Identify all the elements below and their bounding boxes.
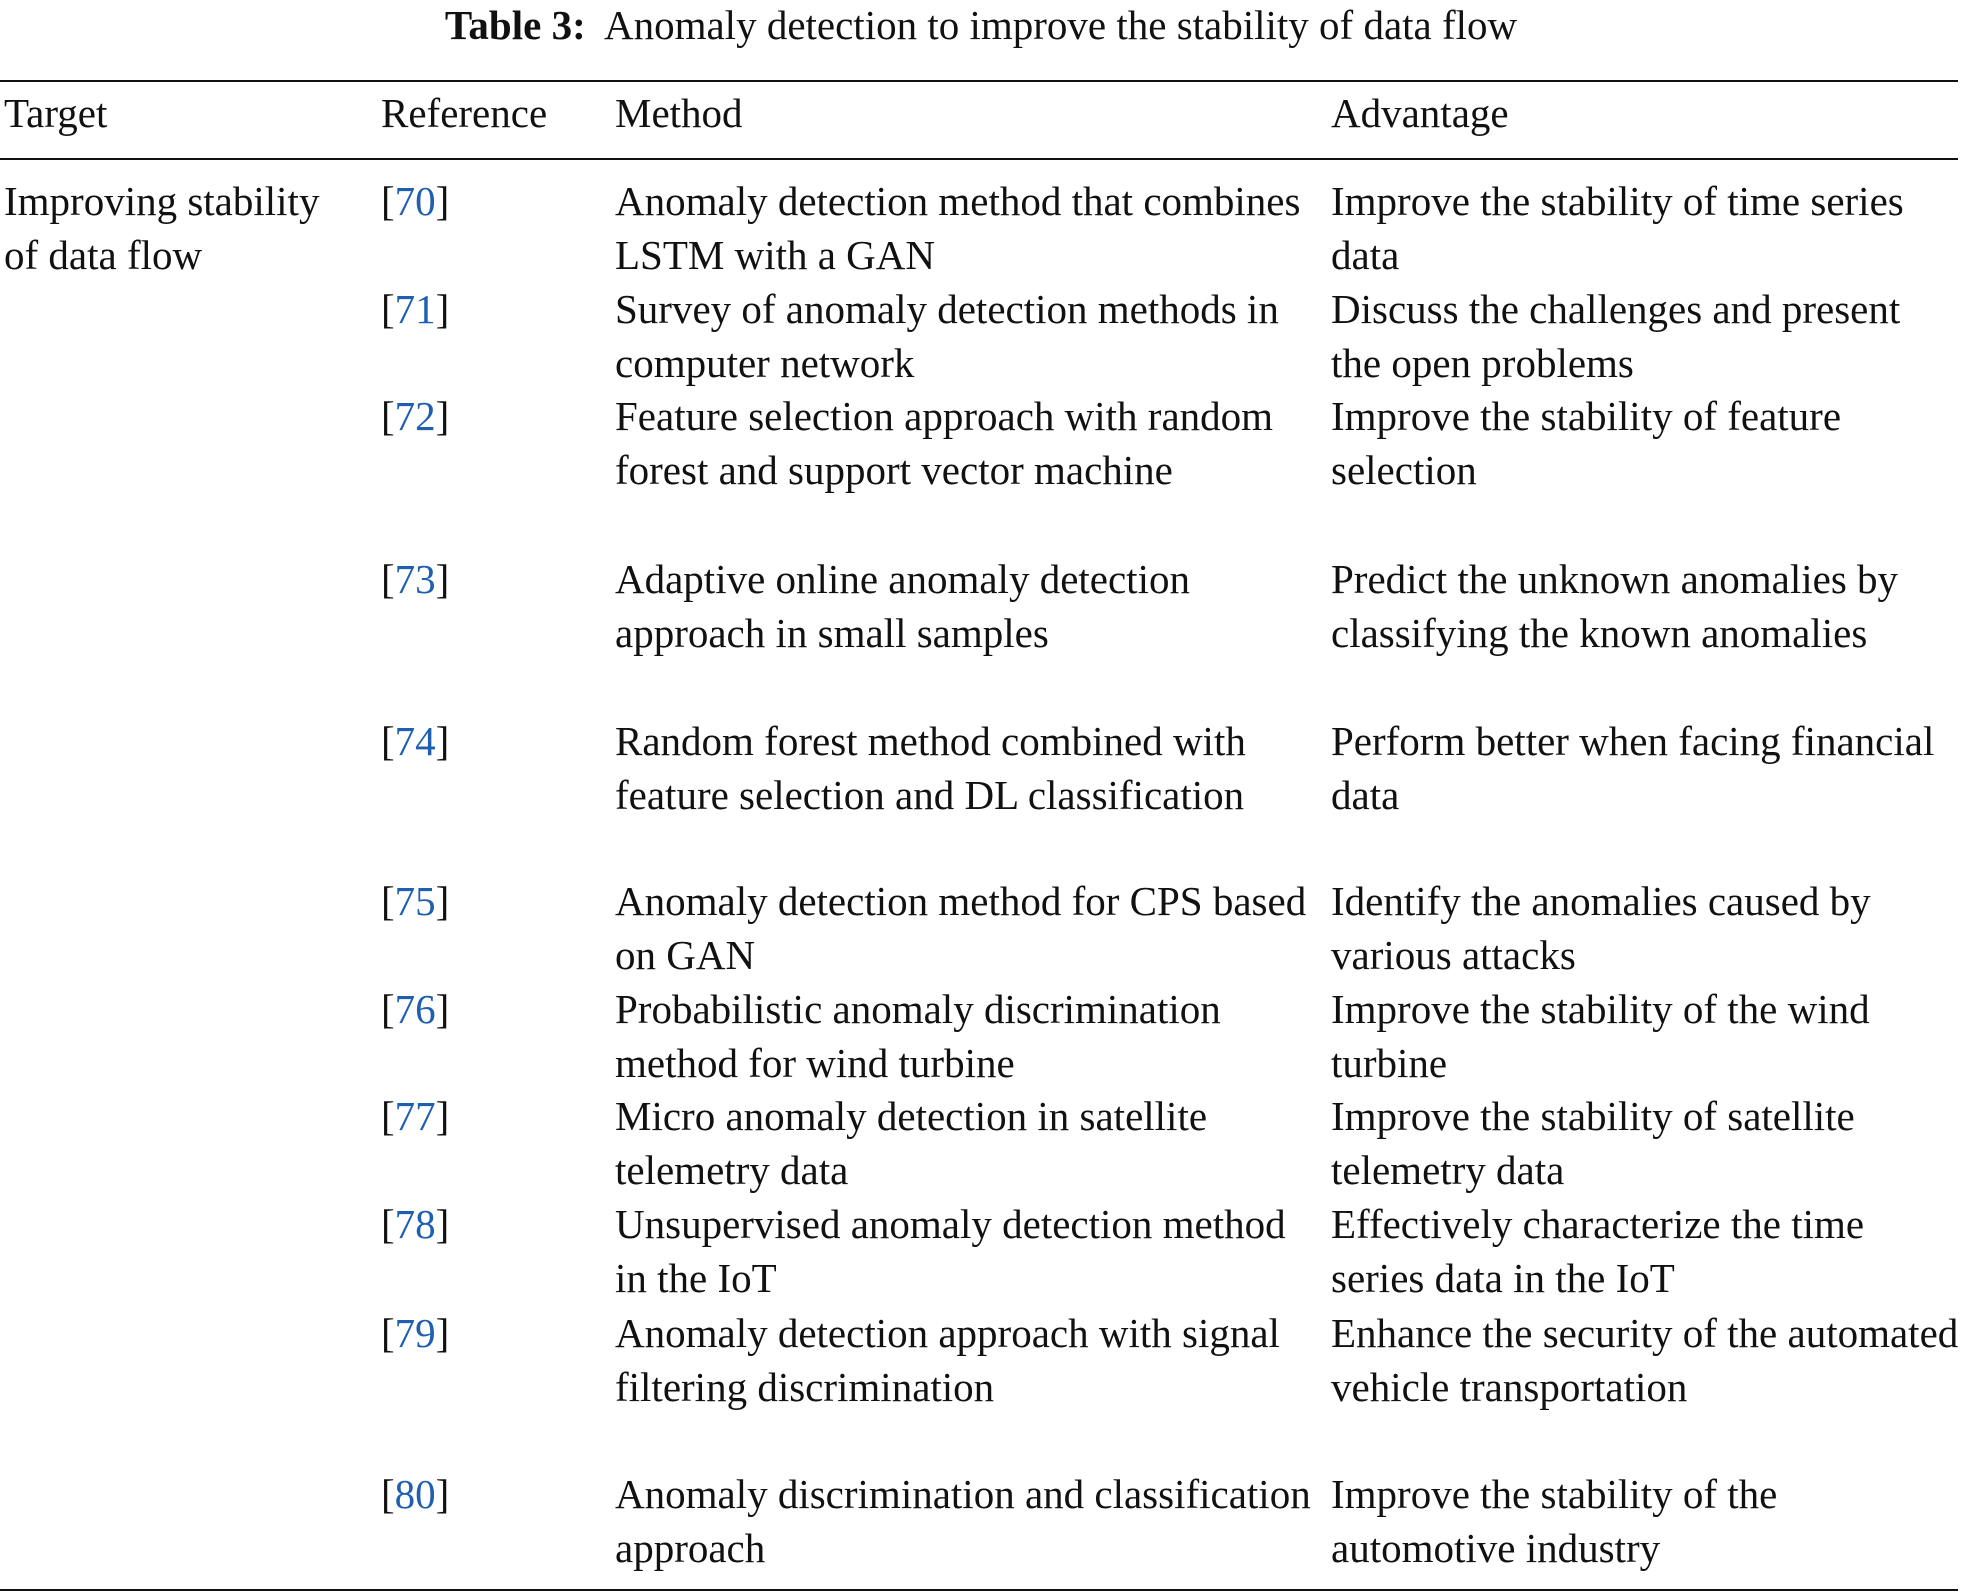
advantage: Improve the stability of feature selecti… [1331, 393, 1842, 493]
method: Probabilistic anomaly discrimination met… [615, 986, 1221, 1086]
reference: [77] [381, 1093, 450, 1139]
target-cell: Improving stability of data flow [4, 178, 320, 278]
method: Survey of anomaly detection methods in c… [615, 286, 1279, 386]
caption-label: Table 3: [444, 2, 586, 48]
top-rule [0, 80, 1958, 82]
method: Unsupervised anomaly detection method in… [615, 1201, 1286, 1301]
header-cell: Method [615, 90, 743, 136]
mid-rule [0, 158, 1958, 160]
advantage: Improve the stability of the automotive … [1331, 1471, 1778, 1571]
reference: [79] [381, 1310, 450, 1356]
caption-title: Anomaly detection to improve the stabili… [603, 2, 1518, 48]
advantage: Predict the unknown anomalies by classif… [1331, 556, 1899, 656]
method: Anomaly detection approach with signal f… [615, 1310, 1280, 1410]
advantage: Enhance the security of the automated ve… [1331, 1310, 1959, 1410]
method: Feature selection approach with random f… [615, 393, 1274, 493]
reference: [80] [381, 1471, 450, 1517]
advantage: Improve the stability of the wind turbin… [1331, 986, 1870, 1086]
bottom-rule [0, 1589, 1958, 1591]
reference: [71] [381, 286, 450, 332]
advantage: Improve the stability of time series dat… [1331, 178, 1904, 278]
method: Anomaly detection method for CPS based o… [615, 878, 1307, 978]
header-cell: Target [4, 90, 108, 136]
method: Random forest method combined with featu… [615, 718, 1246, 818]
advantage: Improve the stability of satellite telem… [1331, 1093, 1855, 1193]
method: Anomaly detection method that combines L… [615, 178, 1301, 278]
reference: [70] [381, 178, 450, 224]
method: Micro anomaly detection in satellite tel… [615, 1093, 1208, 1193]
method: Anomaly discrimination and classificatio… [615, 1471, 1311, 1571]
reference: [74] [381, 718, 450, 764]
reference: [76] [381, 986, 450, 1032]
header-cell: Advantage [1331, 90, 1509, 136]
reference: [75] [381, 878, 450, 924]
reference: [78] [381, 1201, 450, 1247]
caption: Table 3: Anomaly detection to improve th… [0, 0, 1962, 52]
advantage: Identify the anomalies caused by various… [1331, 878, 1871, 978]
advantage: Perform better when facing financial dat… [1331, 718, 1935, 818]
advantage: Discuss the challenges and present the o… [1331, 286, 1901, 386]
advantage: Effectively characterize the time series… [1331, 1201, 1865, 1301]
header-cell: Reference [381, 90, 548, 136]
reference: [72] [381, 393, 450, 439]
reference: [73] [381, 556, 450, 602]
method: Adaptive online anomaly detection approa… [615, 556, 1190, 656]
